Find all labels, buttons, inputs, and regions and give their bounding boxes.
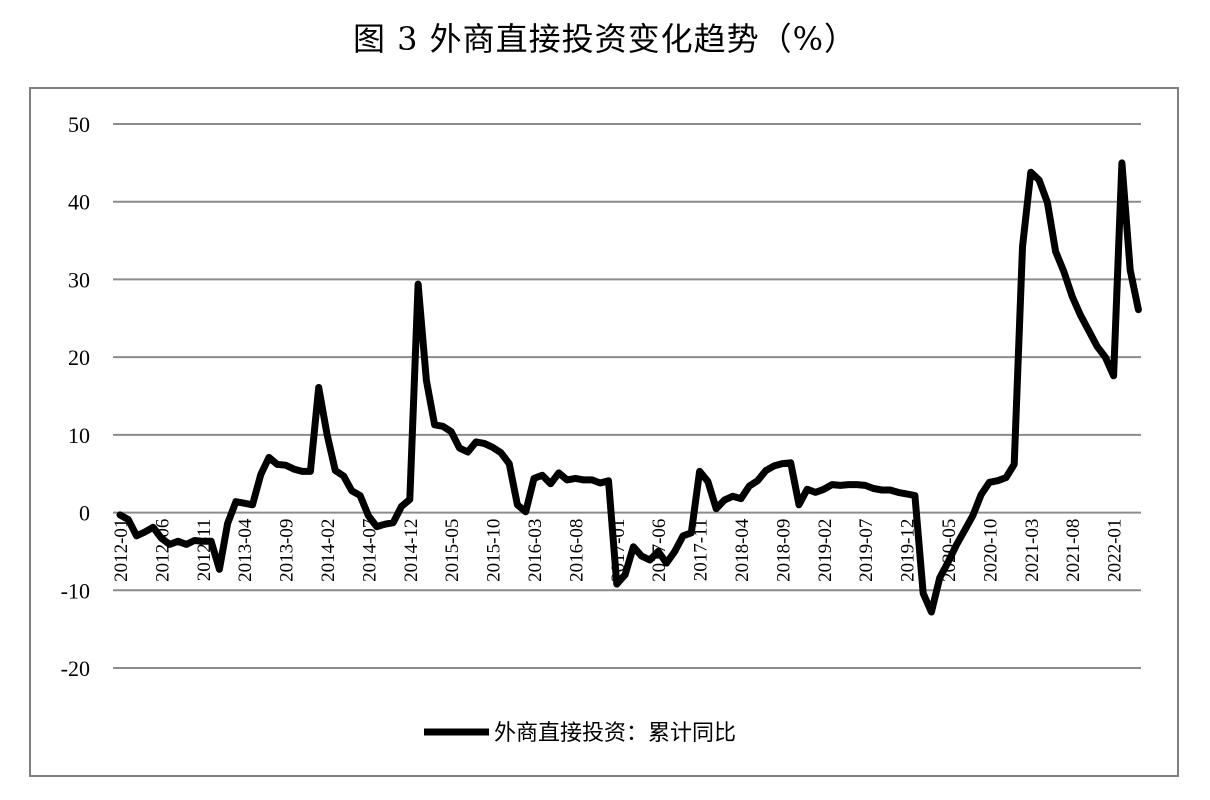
y-tick-label: 10 [68,423,90,448]
x-tick-label: 2021-03 [1022,519,1043,582]
x-tick-label: 2019-07 [856,519,877,582]
y-tick-label: 30 [68,267,90,292]
x-tick-label: 2012-11 [194,519,215,582]
y-tick-labels: 50 40 30 20 10 0 -10 -20 [61,112,90,681]
x-tick-label: 2020-10 [980,519,1001,582]
x-tick-label: 2012-01 [111,519,132,582]
chart-title: 图 3 外商直接投资变化趋势（%） [352,20,858,58]
series-layer [116,159,1142,616]
y-tick-label: -20 [61,656,90,681]
y-tick-label: -10 [61,578,90,603]
x-tick-label: 2014-02 [318,519,339,582]
x-tick-label: 2014-07 [359,519,380,582]
x-tick-label: 2018-04 [732,518,753,582]
gridlines [113,123,1141,669]
x-tick-label: 2022-01 [1105,519,1126,582]
x-tick-label: 2019-12 [898,519,919,582]
x-tick-label: 2017-11 [691,519,712,582]
y-tick-label: 50 [68,112,90,137]
x-tick-label: 2013-04 [235,518,256,582]
x-tick-label: 2014-12 [401,519,422,582]
chart-frame [29,87,1179,777]
y-tick-label: 40 [68,190,90,215]
x-tick-label: 2019-02 [815,519,836,582]
x-tick-label: 2015-10 [484,519,505,582]
x-tick-label: 2015-05 [442,519,463,582]
legend-label: 外商直接投资：累计同比 [494,721,736,746]
x-tick-label: 2016-08 [566,519,587,582]
y-tick-label: 20 [68,345,90,370]
x-tick-label: 2013-09 [277,519,298,582]
x-tick-label: 2021-08 [1063,519,1084,582]
x-tick-label: 2018-09 [773,519,794,582]
series-line [116,159,1142,616]
x-tick-label: 2016-03 [525,519,546,582]
y-tick-label: 0 [79,501,90,526]
legend: 外商直接投资：累计同比 [424,721,736,746]
